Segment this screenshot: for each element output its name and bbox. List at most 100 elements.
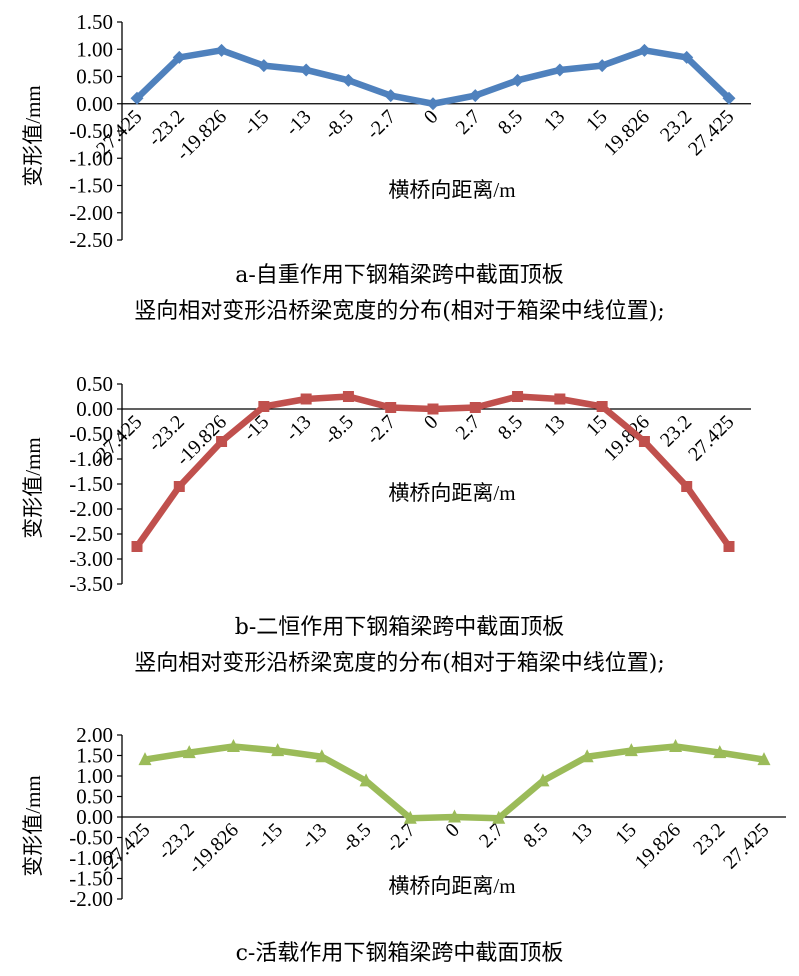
x-tick-label-b-11: 15 — [582, 411, 612, 441]
x-tick-label-c-9: 8.5 — [519, 819, 552, 852]
caption-b-line2: 竖向相对变形沿桥梁宽度的分布(相对于箱梁中线位置); — [134, 651, 665, 676]
x-tick-label-c-8: 2.7 — [475, 819, 508, 852]
data-point-a-12 — [637, 43, 651, 57]
data-point-a-14 — [722, 91, 736, 105]
x-tick-label-a-4: -13 — [281, 106, 315, 140]
x-tick-label-c-4: -13 — [297, 819, 331, 853]
y-tick-label-b-2: -0.50 — [69, 422, 113, 446]
data-point-c-3 — [271, 743, 285, 757]
data-point-c-10 — [580, 749, 594, 763]
x-tick-label-b-4: -13 — [281, 411, 315, 445]
x-tick-label-a-5: -8.5 — [320, 106, 358, 144]
x-tick-label-b-10: 13 — [540, 411, 570, 441]
data-point-b-4 — [300, 393, 312, 405]
data-point-b-10 — [554, 393, 566, 405]
x-tick-label-c-12: 19.826 — [631, 819, 685, 873]
data-point-b-6 — [385, 402, 397, 413]
y-tick-label-a-4: -0.50 — [69, 119, 113, 143]
x-tick-label-c-11: 15 — [611, 819, 641, 849]
data-point-a-13 — [680, 50, 694, 64]
caption-a-line1: a-自重作用下钢箱梁跨中截面顶板 — [235, 263, 564, 288]
y-tick-label-b-0: 0.50 — [76, 372, 113, 396]
x-tick-label-c-10: 13 — [567, 819, 597, 849]
data-point-b-13 — [681, 481, 693, 492]
y-tick-label-a-1: 1.00 — [76, 37, 113, 61]
x-tick-label-a-10: 13 — [540, 106, 570, 136]
y-tick-label-c-7: -1.50 — [69, 867, 113, 891]
data-point-c-9 — [536, 773, 550, 787]
y-tick-label-b-7: -3.00 — [69, 547, 113, 571]
data-point-b-11 — [596, 401, 608, 412]
x-tick-label-c-6: -2.7 — [382, 819, 420, 857]
series-line-c — [141, 743, 768, 822]
x-tick-label-c-5: -8.5 — [338, 819, 376, 857]
x-tick-label-b-14: 27.425 — [684, 411, 738, 465]
data-point-c-13 — [713, 745, 727, 759]
y-tick-label-a-2: 0.50 — [76, 65, 113, 89]
data-point-a-0 — [130, 91, 144, 105]
data-point-a-7 — [426, 97, 440, 111]
data-point-b-0 — [131, 541, 143, 552]
x-tick-label-a-12: 19.826 — [600, 106, 654, 160]
y-tick-label-c-1: 1.50 — [76, 744, 113, 768]
y-tick-label-c-6: -1.00 — [69, 846, 113, 870]
y-tick-label-a-7: -2.00 — [69, 201, 113, 225]
x-tick-label-a-9: 8.5 — [494, 106, 527, 139]
x-tick-label-c-3: -15 — [253, 819, 287, 853]
data-point-a-10 — [553, 63, 567, 77]
series-line-a — [133, 47, 733, 107]
data-point-b-1 — [173, 481, 185, 492]
y-tick-label-c-8: -2.00 — [69, 887, 113, 911]
y-tick-label-a-0: 1.50 — [76, 10, 113, 34]
y-tick-label-c-4: 0.00 — [76, 805, 113, 829]
x-tick-label-c-2: -19.826 — [184, 819, 243, 878]
data-point-a-4 — [299, 63, 313, 77]
x-tick-label-a-6: -2.7 — [362, 106, 400, 144]
data-point-a-8 — [468, 89, 482, 103]
y-tick-label-b-8: -3.50 — [69, 572, 113, 596]
y-axis-title-a: 变形值/mm — [21, 85, 45, 187]
data-point-c-14 — [757, 752, 771, 766]
x-tick-label-a-11: 15 — [582, 106, 612, 136]
y-tick-label-c-3: 0.50 — [76, 785, 113, 809]
data-point-c-7 — [448, 809, 461, 823]
data-point-c-11 — [624, 743, 638, 757]
y-tick-label-a-8: -2.50 — [69, 228, 113, 252]
data-point-b-14 — [723, 541, 735, 552]
data-point-b-3 — [258, 401, 270, 412]
x-tick-label-a-14: 27.425 — [684, 106, 738, 160]
data-point-b-9 — [512, 391, 524, 402]
data-point-c-4 — [315, 749, 329, 763]
data-point-a-6 — [384, 89, 398, 103]
data-point-b-5 — [342, 391, 354, 402]
data-point-b-7 — [427, 403, 439, 415]
x-tick-label-c-14: 27.425 — [719, 819, 773, 873]
x-tick-label-b-9: 8.5 — [494, 411, 527, 444]
data-point-c-5 — [359, 773, 373, 787]
y-tick-label-a-6: -1.50 — [69, 174, 113, 198]
x-tick-label-b-5: -8.5 — [320, 411, 358, 449]
x-tick-label-a-3: -15 — [239, 106, 273, 140]
data-point-c-1 — [182, 745, 196, 759]
data-point-c-8 — [492, 810, 506, 824]
data-point-b-8 — [469, 402, 481, 413]
x-tick-label-a-7: 0 — [420, 106, 443, 129]
caption-a-line2: 竖向相对变形沿桥梁宽度的分布(相对于箱梁中线位置); — [134, 299, 665, 324]
data-point-a-3 — [257, 59, 271, 73]
data-point-a-5 — [341, 73, 355, 87]
y-tick-label-b-6: -2.50 — [69, 522, 113, 546]
y-tick-label-b-5: -2.00 — [69, 497, 113, 521]
x-tick-label-a-8: 2.7 — [452, 106, 485, 139]
caption-c-line1: c-活载作用下钢箱梁跨中截面顶板 — [235, 941, 564, 966]
y-tick-label-a-3: 0.00 — [76, 92, 113, 116]
data-point-b-2 — [216, 436, 228, 447]
y-tick-label-b-3: -1.00 — [69, 447, 113, 471]
x-tick-label-b-6: -2.7 — [362, 411, 400, 449]
x-axis-title-b: 横桥向距离/m — [388, 481, 515, 505]
y-tick-label-c-5: -0.50 — [69, 826, 113, 850]
data-point-a-1 — [172, 50, 186, 64]
data-point-c-2 — [226, 738, 240, 752]
x-tick-label-b-8: 2.7 — [452, 411, 485, 444]
y-tick-label-a-5: -1.00 — [69, 146, 113, 170]
